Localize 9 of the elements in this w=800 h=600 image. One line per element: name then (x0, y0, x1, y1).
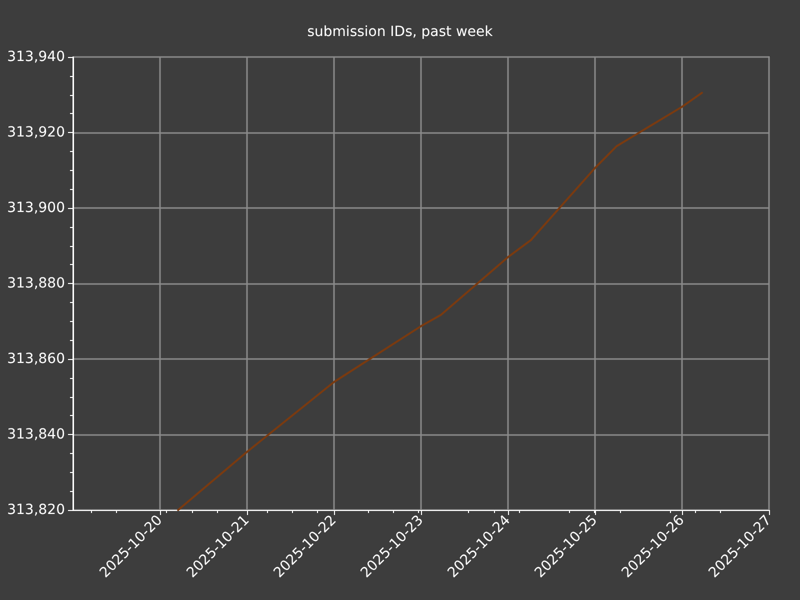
line-series (177, 92, 703, 511)
y-tick-label: 313,820 (7, 502, 65, 518)
y-tick-label: 313,860 (7, 351, 65, 367)
chart-title: submission IDs, past week (307, 24, 494, 40)
y-tick-label: 313,920 (7, 124, 65, 140)
y-tick-label: 313,880 (7, 276, 65, 292)
y-tick-label: 313,840 (7, 426, 65, 442)
y-tick-label: 313,940 (7, 49, 65, 65)
y-tick-label: 313,900 (7, 200, 65, 216)
